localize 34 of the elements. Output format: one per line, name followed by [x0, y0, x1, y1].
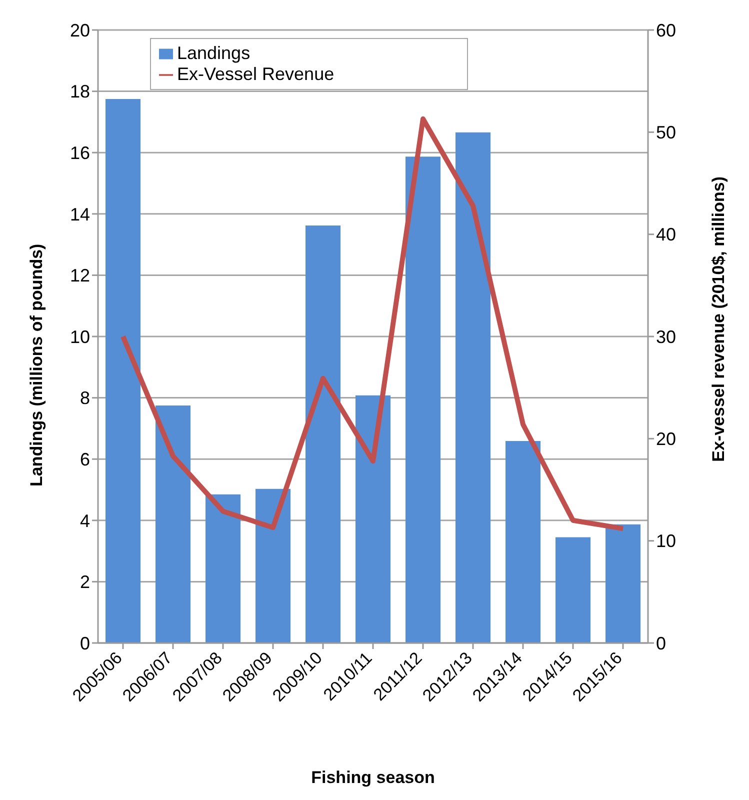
bar — [356, 395, 390, 643]
bar — [456, 132, 490, 643]
y-tick-label: 6 — [80, 449, 90, 470]
legend-label: Landings — [177, 43, 250, 63]
y2-tick-label: 30 — [656, 326, 676, 347]
y-tick-label: 10 — [70, 326, 90, 347]
bar — [506, 441, 540, 643]
y-tick-label: 12 — [70, 266, 90, 286]
bar — [156, 405, 190, 643]
bar — [306, 226, 340, 643]
bar — [256, 488, 290, 643]
legend-label: Ex-Vessel Revenue — [177, 64, 334, 84]
y2-axis-title: Ex-vessel revenue (2010$, millions) — [709, 176, 728, 462]
y2-tick-label: 20 — [656, 429, 676, 450]
y-tick-label: 2 — [80, 572, 90, 592]
y-tick-label: 8 — [80, 388, 90, 408]
y2-tick-label: 60 — [656, 20, 676, 40]
y-tick-label: 20 — [70, 20, 90, 40]
y2-tick-label: 0 — [656, 633, 666, 654]
bar — [606, 524, 640, 643]
bar — [556, 537, 590, 643]
y-tick-label: 18 — [70, 82, 90, 102]
x-axis-title: Fishing season — [311, 768, 435, 787]
y-tick-label: 14 — [70, 204, 90, 224]
y2-tick-label: 10 — [656, 531, 676, 552]
y-tick-label: 0 — [80, 633, 90, 654]
y2-tick-label: 40 — [656, 224, 676, 245]
bar — [106, 98, 140, 643]
y2-tick-label: 50 — [656, 122, 676, 143]
y-tick-label: 4 — [80, 510, 90, 531]
bar — [406, 156, 440, 643]
y-tick-label: 16 — [70, 142, 90, 163]
bar — [206, 494, 240, 643]
y-axis-title: Landings (millions of pounds) — [27, 244, 46, 486]
